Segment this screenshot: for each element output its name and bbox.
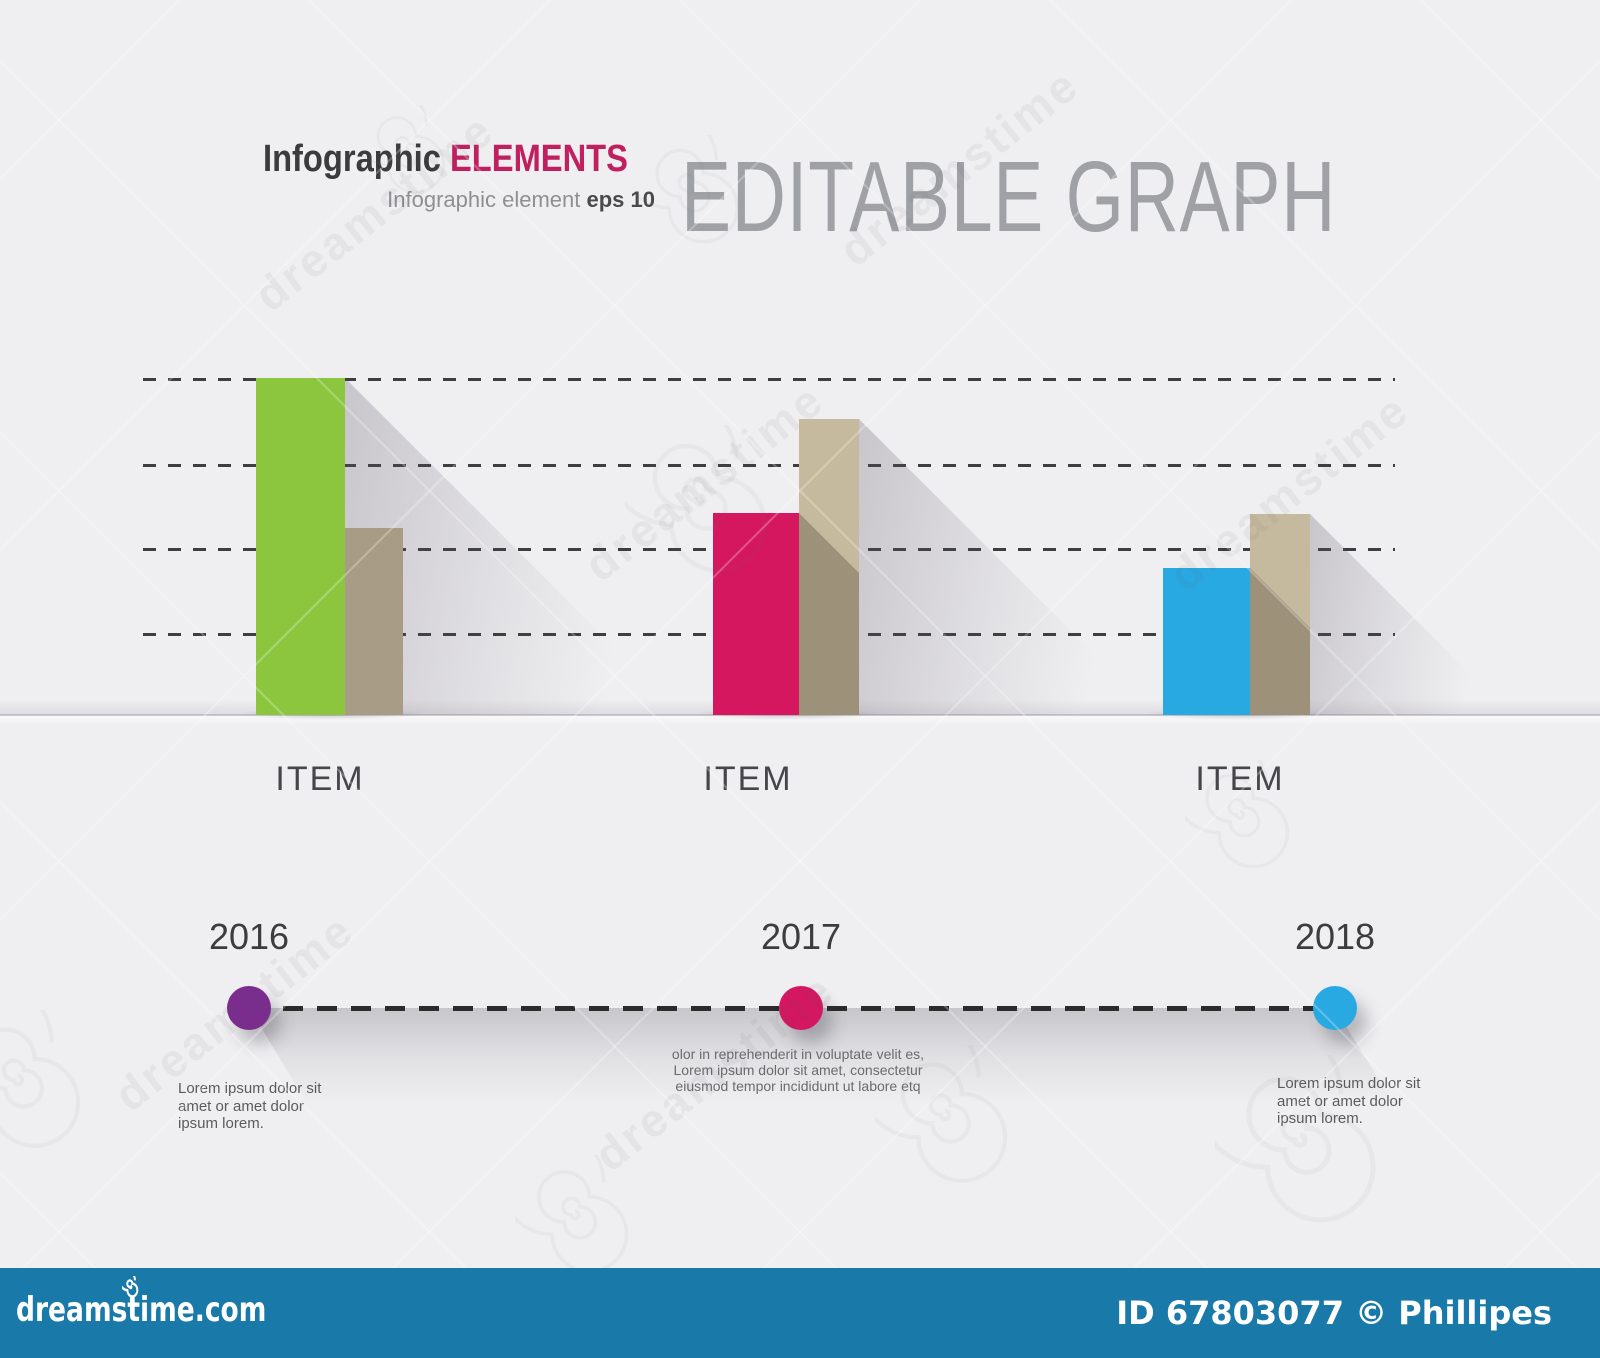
shelf-glow xyxy=(0,716,1600,726)
timeline-dot xyxy=(779,986,823,1030)
timeline-year-label: 2016 xyxy=(208,916,290,957)
big-title: EDITABLE GRAPH xyxy=(681,141,1337,253)
bar-back xyxy=(1250,514,1310,715)
timeline-paragraph: Lorem ipsum dolor sit amet or amet dolor… xyxy=(1277,1075,1421,1127)
brand-logo: dreamstime.com xyxy=(16,1276,267,1330)
timeline-year-label: 2017 xyxy=(760,916,842,957)
timeline-paragraph: Lorem ipsum dolor sit amet or amet dolor… xyxy=(178,1080,322,1132)
bar-front xyxy=(1163,568,1250,715)
bar-front xyxy=(256,378,345,715)
brand-text: dreamstime.com xyxy=(16,1290,267,1330)
gridline xyxy=(143,464,1395,467)
category-label: ITEM xyxy=(703,760,793,798)
timeline-dot xyxy=(227,986,271,1030)
watermark-bar: dreamstime.com ID 67803077 © Phillipes xyxy=(0,1268,1600,1358)
bar-back xyxy=(345,528,403,715)
title-accent-part: ELEMENTS xyxy=(450,138,628,180)
shelf-line xyxy=(0,714,1600,716)
timeline-fold-shadow xyxy=(249,1008,1401,1116)
bar-back xyxy=(799,419,859,715)
timeline-year-label: 2018 xyxy=(1294,916,1376,957)
brand-spiral-icon xyxy=(122,1276,139,1298)
gridline xyxy=(143,378,1395,381)
timeline-paragraph: olor in reprehenderit in voluptate velit… xyxy=(671,1046,925,1094)
category-label: ITEM xyxy=(275,760,365,798)
timeline-dot xyxy=(1313,986,1357,1030)
credit-text: ID 67803077 © Phillipes xyxy=(1116,1294,1552,1332)
